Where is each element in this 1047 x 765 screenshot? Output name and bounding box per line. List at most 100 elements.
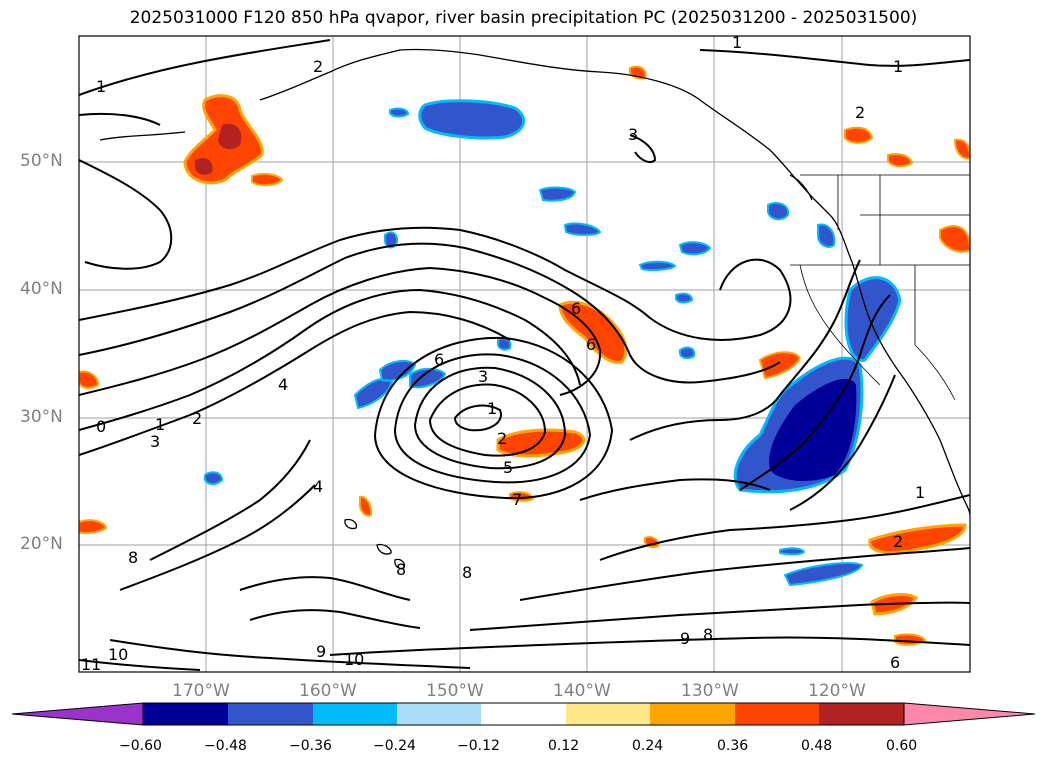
contour-west-band-1 [79,226,792,341]
contour-label-layer: 1 1 1 2 2 3 3 4 5 6 6 6 7 8 8 8 9 9 10 1… [81,33,925,674]
pos-patch-ne2 [844,126,874,144]
contour-label: 0 [96,417,106,436]
contour-south-7 [79,659,201,671]
lat-label-50n: 50°N [20,151,63,171]
contour-mid-2 [119,484,316,591]
neg-patch-sub1 [353,377,394,410]
pos-patch-alaska-core [218,123,242,150]
contour-south-3 [519,547,970,601]
lon-label-120w: 120°W [808,681,866,701]
contour-east-2 [739,294,891,491]
precip-fill-negative [204,99,902,587]
colorbar-tick: 0.24 [632,738,664,754]
map-area: 1 1 1 2 2 3 3 4 5 6 6 6 7 8 8 8 9 9 10 1… [79,33,970,674]
figure-title: 2025031000 F120 850 hPa qvapor, river ba… [129,8,918,28]
colorbar-bin [397,703,481,725]
contour-west-band-4 [79,288,581,431]
colorbar-tick: −0.36 [289,738,332,754]
contour-label: 6 [434,350,444,369]
colorbar-bin [481,703,566,725]
contour-mid-3 [239,576,411,601]
neg-patch-n2 [538,186,577,202]
lat-label-40n: 40°N [20,279,63,299]
contour-label: 3 [628,125,638,144]
lat-label-30n: 30°N [20,407,63,427]
pos-patch-se1 [868,523,967,554]
lon-label-150w: 150°W [426,681,484,701]
contour-nw-2 [79,112,161,126]
pos-patch-low [496,428,586,458]
coastlines [99,48,970,570]
pos-patch-se3 [894,633,927,646]
contour-west-band-2 [79,242,781,384]
contour-label: 9 [316,642,326,661]
contour-label: 2 [855,103,865,122]
contour-nw-1 [79,159,173,270]
contour-south-2 [599,494,970,561]
map-frame [78,35,971,673]
contour-label: 1 [732,33,742,52]
contour-label: 6 [571,299,581,318]
contour-label: 1 [96,77,106,96]
lon-label-130w: 130°W [681,681,739,701]
pos-patch-ne4 [953,138,970,160]
lon-label-170w: 170°W [172,681,230,701]
contour-label: 8 [396,560,406,579]
colorbar-tick: 0.12 [548,738,580,754]
contour-label: 2 [497,429,507,448]
contour-ne-3 [629,134,657,163]
contour-label: 4 [278,375,288,394]
colorbar [11,702,1036,726]
contour-label: 1 [915,483,925,502]
contour-east-1 [629,259,861,441]
contour-east-3 [789,374,896,511]
lon-label-140w: 140°W [553,681,611,701]
colorbar-tick: −0.24 [373,738,416,754]
neg-patch-north [418,99,526,140]
colorbar-bin [143,703,228,725]
colorbar-bin [819,703,904,725]
contour-label: 3 [150,432,160,451]
contour-low-ring-3 [393,353,592,484]
neg-patch-south2 [779,547,806,556]
contour-west-band-5 [79,310,511,456]
contour-label: 11 [81,655,101,674]
contour-mid-1 [149,439,311,561]
contour-label: 4 [313,477,323,496]
neg-patch-s7 [389,107,410,118]
contour-label: 10 [108,645,128,664]
contour-label: 9 [680,629,690,648]
contour-south-1 [579,478,771,501]
contour-label: 3 [478,367,488,386]
contour-low-ring-1 [428,383,547,457]
contour-label: 2 [893,532,903,551]
colorbar-tick: 0.60 [886,738,918,754]
contour-label: 8 [462,563,472,582]
contour-label: 7 [512,490,522,509]
neg-patch-sub2 [409,367,447,389]
colorbar-bin [650,703,735,725]
contour-label: 8 [703,625,713,644]
contour-low-ring-4 [373,336,614,500]
colorbar-extend-high [903,702,1036,726]
neg-patch-n6 [384,231,399,249]
colorbar-tick: −0.12 [457,738,500,754]
neg-patch-n7 [767,202,790,221]
neg-patch-sub3 [378,359,417,382]
colorbar-extend-low [11,702,144,726]
contour-label: 10 [344,650,364,669]
pos-patch-alaska-core2 [195,158,213,175]
colorbar-tick: 0.48 [801,738,833,754]
contour-1-ne [699,49,970,67]
contour-south-5 [329,636,970,656]
contour-label: 8 [128,548,138,567]
neg-patch-n4 [678,241,712,256]
contour-mid-4 [249,609,421,629]
colorbar-bin [313,703,397,725]
contour-label: 2 [192,409,202,428]
contour-label: 1 [893,57,903,76]
colorbar-tick: −0.60 [119,738,162,754]
contour-1-north [79,39,331,96]
qvapor-contours [79,39,970,671]
